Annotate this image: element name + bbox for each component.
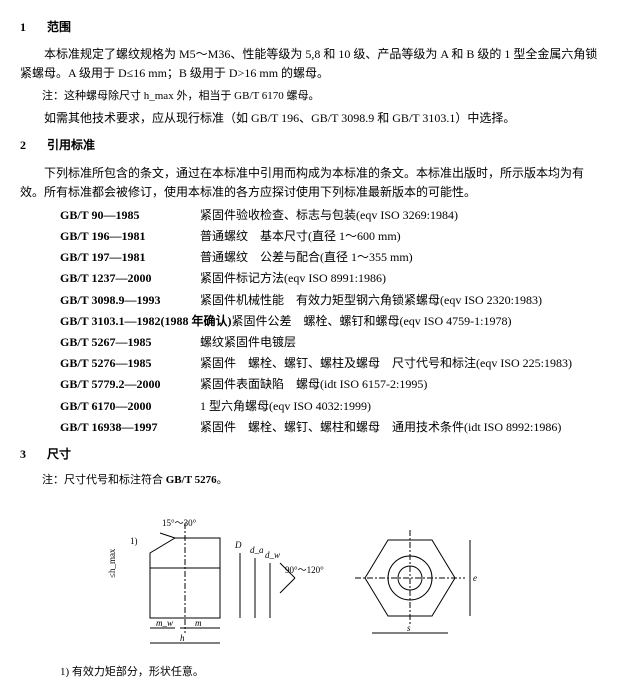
ref-line: GB/T 5276—1985紧固件 螺栓、螺钉、螺柱及螺母 尺寸代号和标注(eq… <box>60 354 599 373</box>
ref-desc: 紧固件标记方法(eqv ISO 8991:1986) <box>200 271 386 285</box>
ref-line: GB/T 197—1981普通螺纹 公差与配合(直径 1～355 mm) <box>60 248 599 267</box>
ref-code: GB/T 5267—1985 <box>60 333 200 352</box>
svg-text:≤h_max: ≤h_max <box>107 548 117 578</box>
ref-code: GB/T 3103.1—1982(1988 年确认) <box>60 312 231 331</box>
svg-text:e: e <box>473 573 477 583</box>
diagram-footer: 1) 有效力矩部分，形状任意。 <box>60 664 599 682</box>
section3-header: 3 尺寸 <box>20 445 599 464</box>
svg-text:15°～30°: 15°～30° <box>162 518 197 528</box>
ref-line: GB/T 5267—1985螺纹紧固件电镀层 <box>60 333 599 352</box>
ref-line: GB/T 16938—1997紧固件 螺栓、螺钉、螺柱和螺母 通用技术条件(id… <box>60 418 599 437</box>
technical-diagram: 15°～30° ≤h_max D d_a d_w 90°～120° m_w h … <box>80 498 550 658</box>
svg-text:m_w: m_w <box>156 618 173 628</box>
refs-list: GB/T 90—1985紧固件验收检查、标志与包装(eqv ISO 3269:1… <box>20 206 599 437</box>
ref-code: GB/T 196—1981 <box>60 227 200 246</box>
ref-line: GB/T 3098.9—1993紧固件机械性能 有效力矩型钢六角锁紧螺母(eqv… <box>60 291 599 310</box>
ref-desc: 紧固件验收检查、标志与包装(eqv ISO 3269:1984) <box>200 208 458 222</box>
section1-num: 1 <box>20 18 44 37</box>
svg-text:1): 1) <box>130 536 138 546</box>
ref-code: GB/T 197—1981 <box>60 248 200 267</box>
ref-line: GB/T 90—1985紧固件验收检查、标志与包装(eqv ISO 3269:1… <box>60 206 599 225</box>
svg-text:D: D <box>234 540 242 550</box>
ref-code: GB/T 5779.2—2000 <box>60 375 200 394</box>
ref-desc: 普通螺纹 基本尺寸(直径 1～600 mm) <box>200 229 401 243</box>
section2-header: 2 引用标准 <box>20 136 599 155</box>
ref-code: GB/T 90—1985 <box>60 206 200 225</box>
svg-text:h: h <box>180 633 185 643</box>
ref-desc: 紧固件 螺栓、螺钉、螺柱和螺母 通用技术条件(idt ISO 8992:1986… <box>200 420 561 434</box>
ref-code: GB/T 16938—1997 <box>60 418 200 437</box>
ref-line: GB/T 6170—20001 型六角螺母(eqv ISO 4032:1999) <box>60 397 599 416</box>
section2-num: 2 <box>20 136 44 155</box>
ref-code: GB/T 1237—2000 <box>60 269 200 288</box>
ref-desc: 普通螺纹 公差与配合(直径 1～355 mm) <box>200 250 413 264</box>
ref-desc: 紧固件 螺栓、螺钉、螺柱及螺母 尺寸代号和标注(eqv ISO 225:1983… <box>200 356 572 370</box>
ref-code: GB/T 3098.9—1993 <box>60 291 200 310</box>
ref-line: GB/T 196—1981普通螺纹 基本尺寸(直径 1～600 mm) <box>60 227 599 246</box>
ref-line: GB/T 3103.1—1982(1988 年确认)紧固件公差 螺栓、螺钉和螺母… <box>60 312 599 331</box>
ref-line: GB/T 1237—2000紧固件标记方法(eqv ISO 8991:1986) <box>60 269 599 288</box>
svg-text:d_w: d_w <box>265 550 280 560</box>
ref-desc: 紧固件表面缺陷 螺母(idt ISO 6157-2:1995) <box>200 377 427 391</box>
section1-para: 本标准规定了螺纹规格为 M5～M36、性能等级为 5,8 和 10 级、产品等级… <box>20 45 599 83</box>
section2-title: 引用标准 <box>47 138 95 152</box>
ref-desc: 1 型六角螺母(eqv ISO 4032:1999) <box>200 399 371 413</box>
ref-line: GB/T 5779.2—2000紧固件表面缺陷 螺母(idt ISO 6157-… <box>60 375 599 394</box>
svg-text:90°～120°: 90°～120° <box>285 565 324 575</box>
svg-text:d_a: d_a <box>250 545 264 555</box>
ref-code: GB/T 6170—2000 <box>60 397 200 416</box>
section1-note1: 注：这种螺母除尺寸 h_max 外，相当于 GB/T 6170 螺母。 <box>20 88 599 106</box>
section3-note: 注：尺寸代号和标注符合 GB/T 5276。 <box>20 472 599 490</box>
svg-text:m: m <box>195 618 202 628</box>
section1-title: 范围 <box>47 20 71 34</box>
section3-num: 3 <box>20 445 44 464</box>
section3-title: 尺寸 <box>47 447 71 461</box>
section2-para: 下列标准所包含的条文，通过在本标准中引用而构成为本标准的条文。本标准出版时，所示… <box>20 164 599 202</box>
ref-desc: 螺纹紧固件电镀层 <box>200 335 296 349</box>
svg-text:s: s <box>407 623 411 633</box>
ref-desc: 紧固件机械性能 有效力矩型钢六角锁紧螺母(eqv ISO 2320:1983) <box>200 293 542 307</box>
section1-note2: 如需其他技术要求，应从现行标准（如 GB/T 196、GB/T 3098.9 和… <box>20 109 599 128</box>
ref-code: GB/T 5276—1985 <box>60 354 200 373</box>
section1-header: 1 范围 <box>20 18 599 37</box>
ref-desc: 紧固件公差 螺栓、螺钉和螺母(eqv ISO 4759-1:1978) <box>231 314 511 328</box>
